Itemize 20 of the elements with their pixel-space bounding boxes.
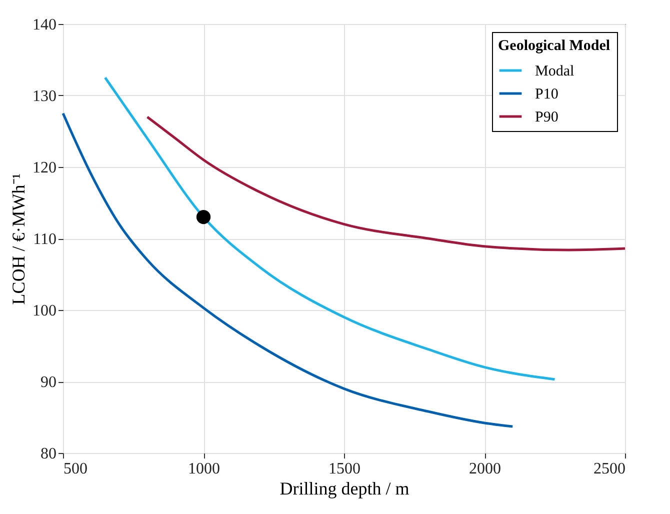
y-tick-label: 110: [33, 231, 56, 248]
x-tick-label: 1000: [188, 460, 220, 478]
y-tick-label: 140: [32, 16, 56, 34]
legend-label: P10: [535, 86, 558, 102]
legend-label: Modal: [535, 64, 574, 80]
y-tick-label: 100: [32, 302, 56, 320]
y-tick-label: 90: [40, 374, 56, 391]
y-tick-label: 130: [32, 88, 56, 105]
line-series: [104, 76, 556, 381]
x-tick-label: 500: [64, 460, 88, 478]
y-axis-title: LCOH / €·MWh⁻¹: [8, 173, 28, 305]
x-axis-title: Drilling depth / m: [280, 478, 410, 498]
legend-title: Geological Model: [498, 38, 610, 54]
line-series: [62, 112, 514, 428]
y-tick-label: 120: [32, 160, 56, 176]
x-tick-label: 2500: [594, 460, 626, 478]
x-tick-label: 1500: [328, 460, 360, 478]
x-tick-label: 2000: [469, 460, 501, 478]
y-tick-label: 80: [40, 446, 56, 462]
legend-label: P90: [535, 110, 558, 126]
